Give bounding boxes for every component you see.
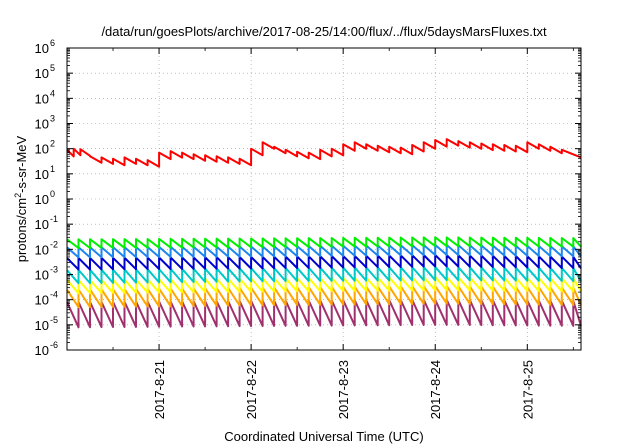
series-line-4 — [66, 253, 582, 271]
y-tick-label: 10 — [35, 343, 49, 358]
series-line-3 — [66, 243, 582, 259]
y-axis-ticks: 10 -610 -510 -410 -310 -210 -110 010 110 210 310 41… — [35, 38, 581, 358]
y-tick-label: 10 — [35, 117, 49, 132]
y-tick-label: 10 — [35, 167, 49, 182]
y-tick-exponent: -3 — [50, 265, 58, 275]
y-tick-label: 10 — [35, 268, 49, 283]
series-line-2 — [66, 236, 582, 249]
x-axis-ticks: 2017-8-21 2017-8-22 2017-8-23 2017-8-24 2017… — [112, 48, 574, 419]
y-tick-exponent: 0 — [50, 189, 55, 199]
y-tick-label: 10 — [35, 293, 49, 308]
y-tick-exponent: 2 — [50, 139, 55, 149]
x-tick-label: 2017-8-21 — [152, 360, 167, 419]
y-tick-exponent: -2 — [50, 239, 58, 249]
y-axis-label-main: protons/cm — [14, 198, 29, 262]
x-tick-label: 2017-8-23 — [336, 360, 351, 419]
y-axis-label-unit: -s-sr-MeV — [14, 135, 29, 192]
y-axis-label: protons/cm2-s-sr-MeV — [13, 135, 29, 262]
x-axis-label: Coordinated Universal Time (UTC) — [224, 429, 423, 444]
series-line-8 — [66, 298, 582, 329]
series-layer — [66, 138, 582, 329]
y-tick-label: 10 — [35, 41, 49, 56]
y-tick-exponent: -5 — [50, 315, 58, 325]
y-tick-label: 10 — [35, 242, 49, 257]
y-axis-label-superscript: 2 — [13, 193, 23, 198]
y-tick-exponent: -4 — [50, 290, 58, 300]
y-tick-exponent: 5 — [50, 63, 55, 73]
series-line-6 — [66, 275, 582, 295]
x-tick-label: 2017-8-25 — [520, 360, 535, 419]
series-line-7 — [66, 285, 582, 309]
y-tick-label: 10 — [35, 91, 49, 106]
y-tick-label: 10 — [35, 192, 49, 207]
x-tick-label: 2017-8-22 — [244, 360, 259, 419]
y-tick-exponent: 4 — [50, 88, 55, 98]
x-tick-label: 2017-8-24 — [428, 360, 443, 419]
y-tick-label: 10 — [35, 66, 49, 81]
y-tick-label: 10 — [35, 217, 49, 232]
y-tick-exponent: 3 — [50, 114, 55, 124]
y-tick-exponent: -6 — [50, 340, 58, 350]
series-line-1 — [66, 138, 582, 168]
y-tick-exponent: 1 — [50, 164, 55, 174]
chart-title: /data/run/goesPlots/archive/2017-08-25/1… — [101, 24, 547, 39]
y-tick-exponent: -1 — [50, 214, 58, 224]
series-line-5 — [66, 265, 582, 285]
y-tick-label: 10 — [35, 142, 49, 157]
y-tick-label: 10 — [35, 318, 49, 333]
y-tick-exponent: 6 — [50, 38, 55, 48]
